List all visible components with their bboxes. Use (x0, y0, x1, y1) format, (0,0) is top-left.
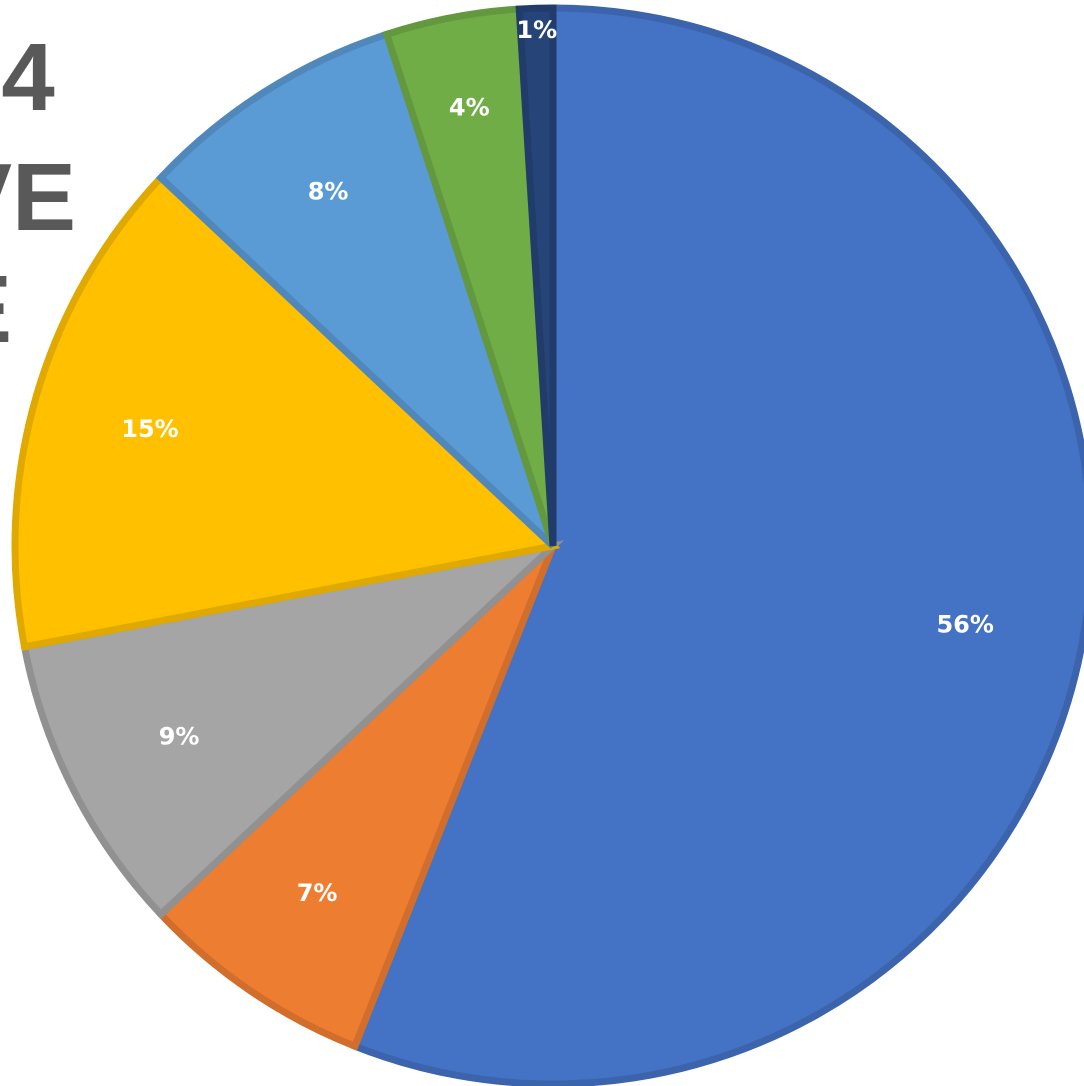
chart-title-line-1: 24 (0, 24, 55, 131)
chart-title-line-3: E (0, 262, 12, 358)
pie-slices (11, 4, 1084, 1086)
pie-slice-0 (350, 4, 1084, 1086)
chart-title: 24 VE E (0, 0, 110, 360)
pie-slice-label-5: 4% (449, 93, 490, 121)
pie-slice-1 (155, 543, 557, 1051)
pie-slice-label-3: 15% (121, 415, 178, 443)
pie-slice-label-4: 8% (308, 178, 349, 206)
pie-slice-label-6: 1% (516, 16, 557, 44)
pie-slice-3 (11, 172, 561, 651)
pie-slice-label-0: 56% (936, 611, 993, 639)
pie-slice-2 (20, 540, 565, 920)
pie-labels: 56% 7% 9% 15% 8% 4% 1% (121, 16, 994, 907)
chart-title-line-2: VE (0, 144, 77, 251)
pie-slice-6 (515, 4, 557, 547)
pie-slice-label-1: 7% (297, 879, 338, 907)
pie-slice-4 (155, 29, 557, 549)
pie-slice-label-2: 9% (159, 723, 200, 751)
